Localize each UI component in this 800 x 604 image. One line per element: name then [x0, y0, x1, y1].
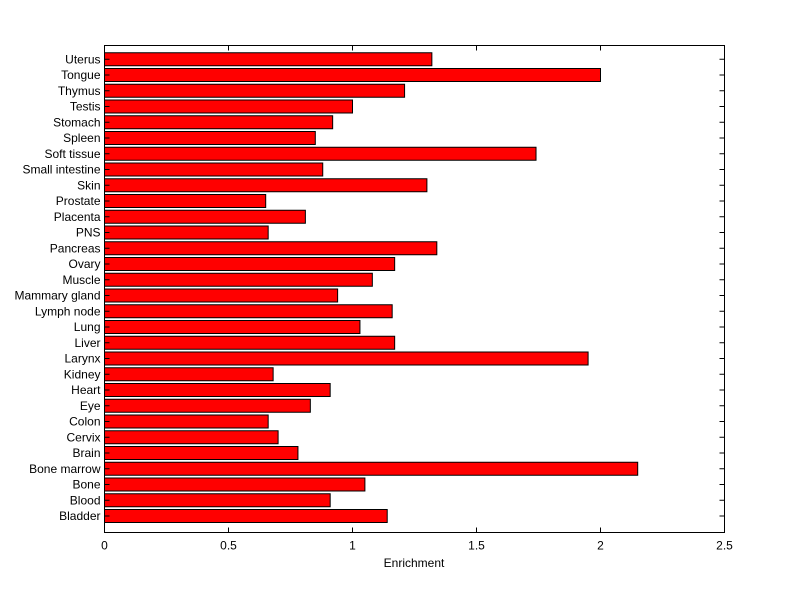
- y-tick-label: Blood: [70, 493, 101, 507]
- y-tick-label: Eye: [80, 399, 101, 413]
- y-tick-label: Spleen: [63, 131, 100, 145]
- bar: [104, 272, 373, 287]
- bar: [104, 335, 396, 350]
- y-tick-label: Tongue: [61, 68, 101, 82]
- y-tick-label: Colon: [69, 415, 100, 429]
- y-tick-label: Bladder: [59, 509, 100, 523]
- bars-layer: [104, 52, 639, 523]
- bar: [104, 367, 274, 382]
- bar: [104, 461, 639, 476]
- bar: [104, 178, 428, 193]
- y-tick-label: Pancreas: [50, 241, 101, 255]
- x-tick-label: 2: [597, 539, 604, 553]
- bar: [104, 304, 393, 319]
- y-tick-label: Uterus: [65, 52, 100, 66]
- bar: [104, 351, 589, 366]
- y-tick-label: Stomach: [53, 115, 100, 129]
- plot-frame: [104, 45, 725, 533]
- x-axis-label: Enrichment: [384, 556, 445, 570]
- y-tick-label: Cervix: [66, 430, 100, 444]
- y-tick-label: Larynx: [64, 352, 100, 366]
- y-tick-label: Prostate: [56, 194, 101, 208]
- bar: [104, 83, 406, 98]
- y-tick-label: Bone: [72, 478, 100, 492]
- bar: [104, 509, 388, 523]
- bar: [104, 288, 339, 303]
- bar: [104, 162, 324, 177]
- x-tick-label: 1.5: [468, 539, 485, 553]
- y-tick-label: Small intestine: [22, 163, 100, 177]
- bar: [104, 383, 331, 397]
- y-tick-label: Heart: [71, 383, 101, 397]
- bar: [104, 446, 299, 460]
- bar: [104, 414, 269, 429]
- bar: [104, 115, 334, 130]
- bar: [104, 99, 353, 114]
- y-tick-label: PNS: [76, 226, 101, 240]
- y-tick-label: Bone marrow: [29, 462, 101, 476]
- y-tick-label: Ovary: [68, 257, 100, 271]
- y-tick-label: Mammary gland: [14, 289, 100, 303]
- x-tick-label: 2.5: [716, 539, 733, 553]
- y-tick-label: Placenta: [54, 210, 101, 224]
- bar: [104, 225, 269, 240]
- x-tick-label: 0.5: [220, 539, 237, 553]
- bar: [104, 430, 279, 445]
- bar: [104, 194, 267, 208]
- bar: [104, 52, 433, 67]
- bar: [104, 131, 316, 145]
- ticks-layer: [104, 45, 725, 533]
- bar: [104, 493, 331, 508]
- bar: [104, 398, 311, 413]
- y-tick-label: Kidney: [64, 367, 101, 381]
- x-tick-label: 1: [349, 539, 356, 553]
- y-tick-label: Liver: [74, 336, 100, 350]
- bar: [104, 146, 537, 161]
- bar: [104, 209, 306, 224]
- bar: [104, 320, 361, 334]
- y-tick-label: Testis: [70, 100, 101, 114]
- y-tick-label: Muscle: [62, 273, 100, 287]
- y-tick-label: Thymus: [58, 84, 101, 98]
- bar: [104, 241, 438, 256]
- bar: [104, 68, 601, 82]
- y-tick-label: Brain: [72, 446, 100, 460]
- y-tick-label: Soft tissue: [44, 147, 100, 161]
- bar: [104, 257, 396, 271]
- y-tick-label: Skin: [77, 178, 100, 192]
- y-tick-label: Lung: [74, 320, 101, 334]
- y-tick-label: Lymph node: [35, 304, 101, 318]
- x-tick-label: 0: [101, 539, 108, 553]
- bar: [104, 477, 366, 492]
